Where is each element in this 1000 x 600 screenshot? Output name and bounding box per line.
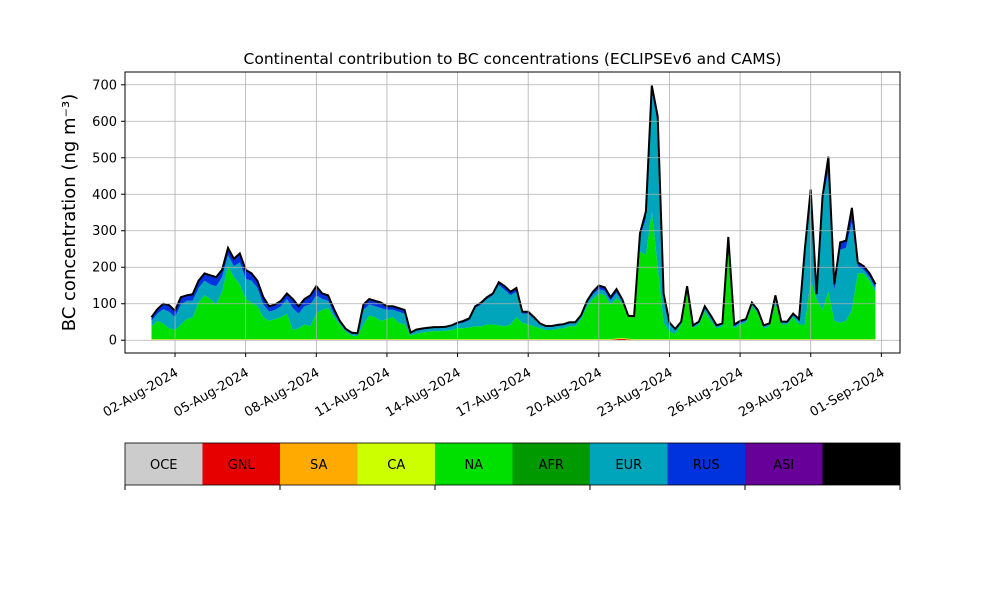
legend-label-ca: CA (387, 458, 405, 473)
legend-label-na: NA (464, 458, 483, 473)
y-tick-label: 600 (92, 115, 117, 130)
area-eur (151, 91, 876, 337)
y-tick-label: 500 (92, 151, 117, 166)
legend-swatch-asi (745, 443, 823, 485)
legend: OCE GNL SA CA NA AFR EUR RUS ASI AUS (124, 442, 901, 490)
legend-swatch-rus (667, 443, 745, 485)
y-tick-label: 100 (92, 297, 117, 312)
area-ca (151, 338, 876, 340)
y-tick-label: 700 (92, 78, 117, 93)
legend-label-oce: OCE (150, 458, 178, 473)
x-tick-label: 11-Aug-2024 (313, 365, 393, 420)
x-tick-label: 26-Aug-2024 (666, 365, 746, 420)
x-tick-label: 14-Aug-2024 (383, 365, 463, 420)
legend-swatch-afr (512, 443, 590, 485)
x-tick-label: 01-Sep-2024 (808, 365, 888, 420)
legend-swatch-sa (280, 443, 358, 485)
x-tick-label: 05-Aug-2024 (171, 365, 251, 420)
plot-area: 0 100 200 300 400 500 600 700 02-Aug-202405-Aug-… (92, 71, 901, 421)
legend-swatch-na (435, 443, 513, 485)
total-line (150, 85, 877, 335)
x-tick-label: 17-Aug-2024 (454, 365, 534, 420)
x-tick-label: 23-Aug-2024 (595, 365, 675, 420)
legend-swatch-eur (590, 443, 668, 485)
x-tick-label: 02-Aug-2024 (101, 365, 181, 420)
legend-label-eur: EUR (615, 458, 642, 473)
legend-label-rus: RUS (693, 458, 720, 473)
y-tick-label: 0 (109, 334, 117, 349)
legend-label-sa: SA (310, 458, 327, 473)
legend-swatch-aus (822, 443, 900, 485)
legend-swatch-oce (125, 443, 203, 485)
axes-frame (124, 71, 901, 354)
legend-swatch-ca (357, 443, 435, 485)
legend-swatch-gnl (202, 443, 280, 485)
x-tick-label: 20-Aug-2024 (524, 365, 604, 420)
y-tick-label: 300 (92, 224, 117, 239)
chart-title: Continental contribution to BC concentra… (244, 50, 782, 68)
legend-frame (124, 442, 901, 486)
legend-label-aus: AUS (848, 458, 875, 473)
y-axis-label: BC concentration (ng m⁻³) (59, 94, 80, 332)
y-tick-label: 200 (92, 261, 117, 276)
legend-label-gnl: GNL (228, 458, 256, 473)
legend-label-afr: AFR (539, 458, 564, 473)
x-tick-label: 29-Aug-2024 (736, 365, 816, 420)
area-na (151, 211, 876, 340)
x-tick-label: 08-Aug-2024 (242, 365, 322, 420)
y-tick-label: 400 (92, 188, 117, 203)
legend-label-asi: ASI (773, 458, 794, 473)
